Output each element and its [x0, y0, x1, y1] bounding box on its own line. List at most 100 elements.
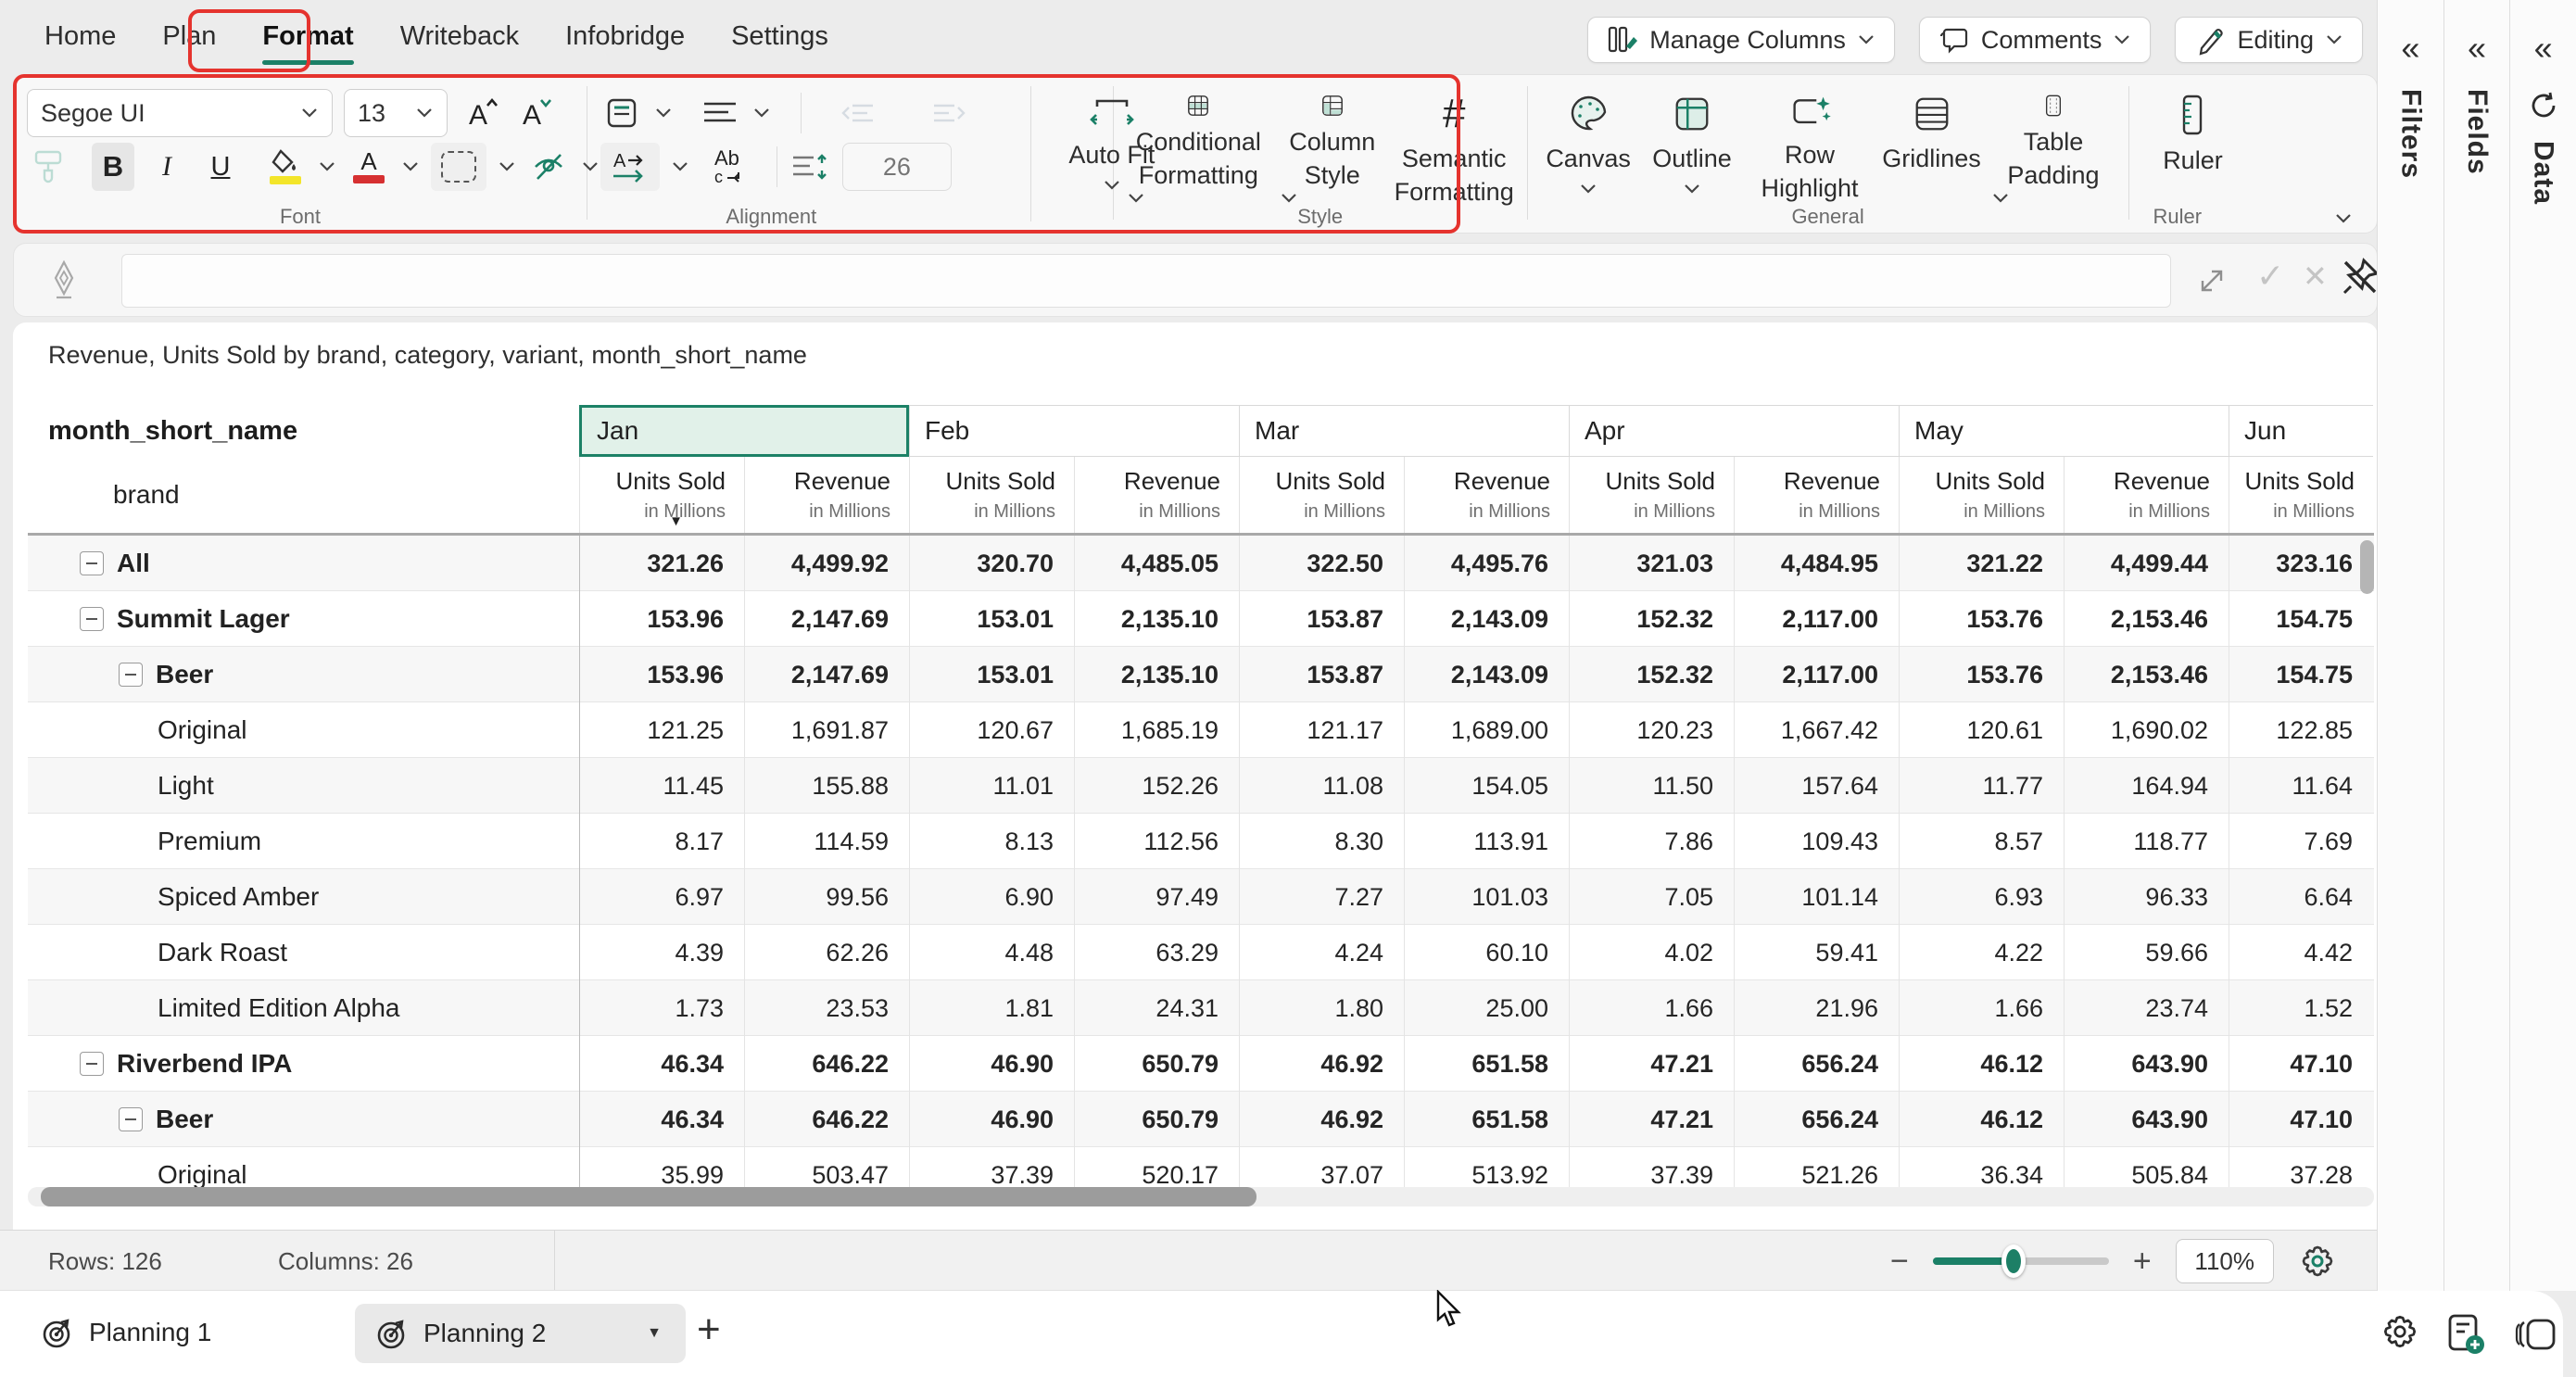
value-cell[interactable]: 656.24 — [1734, 1092, 1899, 1147]
value-cell[interactable]: 4.22 — [1899, 925, 2064, 980]
sheet-tab-planning-2[interactable]: Planning 2 ▼ — [355, 1304, 686, 1363]
value-cell[interactable]: 36.34 — [1899, 1147, 2064, 1192]
value-cell[interactable]: 321.03 — [1569, 536, 1734, 591]
value-cell[interactable]: 2,143.09 — [1404, 647, 1569, 702]
metric-header-cell[interactable]: Units Sold in Millions — [909, 457, 1074, 533]
value-cell[interactable]: 11.50 — [1569, 758, 1734, 814]
value-cell[interactable]: 4.24 — [1239, 925, 1404, 980]
value-cell[interactable]: 118.77 — [2064, 814, 2229, 869]
menu-home[interactable]: Home — [44, 20, 117, 51]
wrap-text-button[interactable]: Ab c — [710, 143, 752, 191]
formula-input[interactable] — [121, 254, 2171, 308]
value-cell[interactable]: 63.29 — [1074, 925, 1239, 980]
value-cell[interactable]: 321.22 — [1899, 536, 2064, 591]
value-cell[interactable]: 153.87 — [1239, 591, 1404, 647]
value-cell[interactable]: 4.02 — [1569, 925, 1734, 980]
value-cell[interactable]: 1.66 — [1569, 980, 1734, 1036]
metric-header-cell[interactable]: Revenue in Millions — [2064, 457, 2229, 533]
value-cell[interactable]: 23.74 — [2064, 980, 2229, 1036]
auto-fit-button[interactable]: Auto Fit — [1047, 90, 1177, 192]
value-cell[interactable]: 37.07 — [1239, 1147, 1404, 1192]
value-cell[interactable]: 120.23 — [1569, 702, 1734, 758]
vertical-align-button[interactable] — [600, 89, 643, 137]
value-cell[interactable]: 1.81 — [909, 980, 1074, 1036]
chevron-down-icon[interactable] — [498, 160, 516, 173]
metric-header-cell[interactable]: Revenue in Millions — [1074, 457, 1239, 533]
value-cell[interactable]: 4.39 — [579, 925, 744, 980]
value-cell[interactable]: 2,153.46 — [2064, 647, 2229, 702]
borders-button[interactable] — [431, 143, 486, 191]
value-cell[interactable]: 152.32 — [1569, 647, 1734, 702]
table-padding-button[interactable]: Table Padding — [1991, 90, 2115, 205]
comments-button[interactable]: Comments — [1918, 17, 2152, 63]
value-cell[interactable]: 114.59 — [744, 814, 909, 869]
shrink-font-button[interactable]: A — [512, 89, 555, 137]
value-cell[interactable]: 153.96 — [579, 591, 744, 647]
row-header-cell[interactable]: Riverbend IPA — [28, 1036, 579, 1091]
menu-plan[interactable]: Plan — [162, 20, 217, 51]
value-cell[interactable]: 35.99 — [579, 1147, 744, 1192]
editing-button[interactable]: Editing — [2175, 17, 2363, 63]
zoom-slider[interactable] — [1932, 1244, 2109, 1278]
value-cell[interactable]: 46.34 — [579, 1036, 744, 1092]
value-cell[interactable]: 2,117.00 — [1734, 591, 1899, 647]
sheet-tab-dropdown-caret[interactable]: ▼ — [647, 1325, 662, 1341]
row-header-cell[interactable]: Original — [28, 702, 579, 757]
chevron-down-icon[interactable] — [401, 160, 420, 173]
value-cell[interactable]: 113.91 — [1404, 814, 1569, 869]
value-cell[interactable]: 4,484.95 — [1734, 536, 1899, 591]
value-cell[interactable]: 152.26 — [1074, 758, 1239, 814]
value-cell[interactable]: 153.96 — [579, 647, 744, 702]
zoom-in-button[interactable]: + — [2132, 1244, 2152, 1279]
value-cell[interactable]: 153.87 — [1239, 647, 1404, 702]
value-cell[interactable]: 6.97 — [579, 869, 744, 925]
font-family-select[interactable]: Segoe UI — [27, 89, 333, 137]
value-cell[interactable]: 97.49 — [1074, 869, 1239, 925]
value-cell[interactable]: 46.90 — [909, 1092, 1074, 1147]
format-painter-icon[interactable] — [27, 143, 69, 191]
value-cell[interactable]: 11.77 — [1899, 758, 2064, 814]
value-cell[interactable]: 1,667.42 — [1734, 702, 1899, 758]
value-cell[interactable]: 2,147.69 — [744, 647, 909, 702]
value-cell[interactable]: 153.01 — [909, 647, 1074, 702]
value-cell[interactable]: 320.70 — [909, 536, 1074, 591]
value-cell[interactable]: 1.80 — [1239, 980, 1404, 1036]
month-header-cell[interactable]: Jun — [2229, 405, 2373, 457]
value-cell[interactable]: 656.24 — [1734, 1036, 1899, 1092]
zoom-slider-thumb[interactable] — [2001, 1244, 2026, 1278]
value-cell[interactable]: 21.96 — [1734, 980, 1899, 1036]
italic-button[interactable]: I — [162, 151, 171, 182]
horizontal-align-button[interactable] — [699, 89, 741, 137]
font-color-button[interactable]: A — [347, 143, 390, 191]
corner-header-cell[interactable]: month_short_name — [48, 415, 298, 446]
value-cell[interactable]: 7.05 — [1569, 869, 1734, 925]
collapse-ribbon-chevron[interactable] — [2334, 212, 2353, 225]
row-header-cell[interactable]: Original — [28, 1147, 579, 1192]
row-header-cell[interactable]: Spiced Amber — [28, 869, 579, 924]
value-cell[interactable]: 646.22 — [744, 1092, 909, 1147]
value-cell[interactable]: 11.01 — [909, 758, 1074, 814]
value-cell[interactable]: 62.26 — [744, 925, 909, 980]
add-sheet-button[interactable]: + — [697, 1307, 721, 1352]
value-cell[interactable]: 643.90 — [2064, 1036, 2229, 1092]
fill-color-button[interactable] — [264, 143, 307, 191]
value-cell[interactable]: 4,495.76 — [1404, 536, 1569, 591]
text-direction-button[interactable]: A — [600, 143, 660, 191]
value-cell[interactable]: 4.42 — [2229, 925, 2373, 980]
value-cell[interactable]: 46.92 — [1239, 1092, 1404, 1147]
value-cell[interactable]: 37.28 — [2229, 1147, 2373, 1192]
month-header-cell[interactable]: Mar — [1239, 405, 1569, 457]
row-header-cell[interactable]: Beer — [28, 647, 579, 701]
value-cell[interactable]: 650.79 — [1074, 1092, 1239, 1147]
value-cell[interactable]: 7.69 — [2229, 814, 2373, 869]
sort-indicator-icon[interactable]: ▼ — [669, 513, 683, 529]
value-cell[interactable]: 4.48 — [909, 925, 1074, 980]
expand-formula-icon[interactable] — [2193, 262, 2230, 299]
row-header-cell[interactable]: Summit Lager — [28, 591, 579, 646]
value-cell[interactable]: 2,117.00 — [1734, 647, 1899, 702]
value-cell[interactable]: 6.93 — [1899, 869, 2064, 925]
row-header-title-cell[interactable]: brand — [28, 457, 579, 533]
menu-settings[interactable]: Settings — [731, 20, 828, 51]
metric-header-cell[interactable]: Revenue in Millions — [1734, 457, 1899, 533]
unpin-icon[interactable] — [2338, 255, 2382, 299]
